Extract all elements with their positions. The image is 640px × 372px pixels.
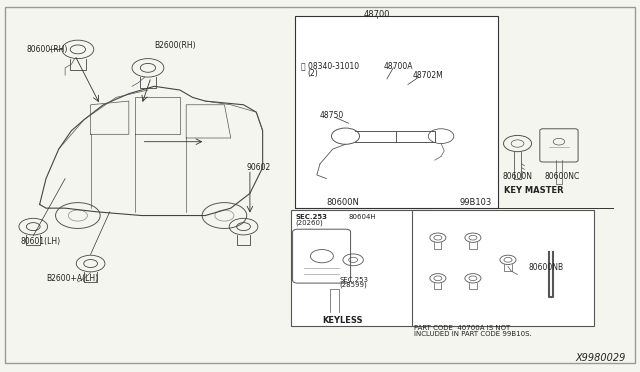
Text: B2600+A(LH): B2600+A(LH) [46, 274, 98, 283]
Text: 80600NB: 80600NB [529, 263, 564, 272]
Text: 80600NC: 80600NC [545, 172, 580, 181]
Text: PART CODE  40700A IS NOT: PART CODE 40700A IS NOT [414, 325, 511, 331]
Bar [291, 210, 431, 326]
Text: KEY MASTER: KEY MASTER [504, 186, 563, 195]
Text: 80600(RH): 80600(RH) [27, 45, 68, 54]
Text: 48750: 48750 [320, 111, 344, 121]
Text: SEC.253: SEC.253 [296, 214, 328, 220]
Text: 80600N: 80600N [502, 172, 532, 181]
Text: X9980029: X9980029 [575, 353, 626, 363]
Text: B2600(RH): B2600(RH) [154, 41, 196, 50]
Text: 90602: 90602 [246, 163, 271, 172]
Bar [294, 16, 499, 208]
Text: (28599): (28599) [339, 282, 367, 288]
Text: (20260): (20260) [296, 220, 324, 226]
Text: 99B103: 99B103 [460, 198, 492, 207]
Text: 48702M: 48702M [412, 71, 443, 80]
Text: 48700A: 48700A [384, 61, 413, 71]
Text: INCLUDED IN PART CODE 99B10S.: INCLUDED IN PART CODE 99B10S. [414, 331, 532, 337]
Text: 80604H: 80604H [349, 214, 376, 220]
Text: KEYLESS: KEYLESS [323, 316, 363, 325]
Text: (2): (2) [307, 69, 318, 78]
Text: SEC.253: SEC.253 [339, 277, 368, 283]
Text: 80601(LH): 80601(LH) [20, 237, 61, 246]
Text: 80600N: 80600N [326, 198, 360, 207]
Text: Ⓢ 08340-31010: Ⓢ 08340-31010 [301, 61, 359, 71]
Text: 48700: 48700 [364, 10, 390, 19]
Bar [412, 210, 594, 326]
